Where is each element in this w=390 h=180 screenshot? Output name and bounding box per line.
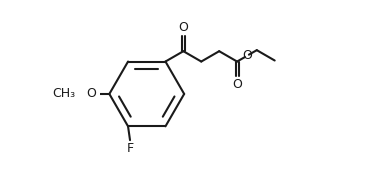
Text: F: F bbox=[126, 142, 134, 155]
Text: O: O bbox=[87, 87, 97, 100]
Text: O: O bbox=[232, 78, 242, 91]
Text: O: O bbox=[242, 49, 252, 62]
Text: O: O bbox=[179, 21, 188, 34]
Text: CH₃: CH₃ bbox=[52, 87, 76, 100]
